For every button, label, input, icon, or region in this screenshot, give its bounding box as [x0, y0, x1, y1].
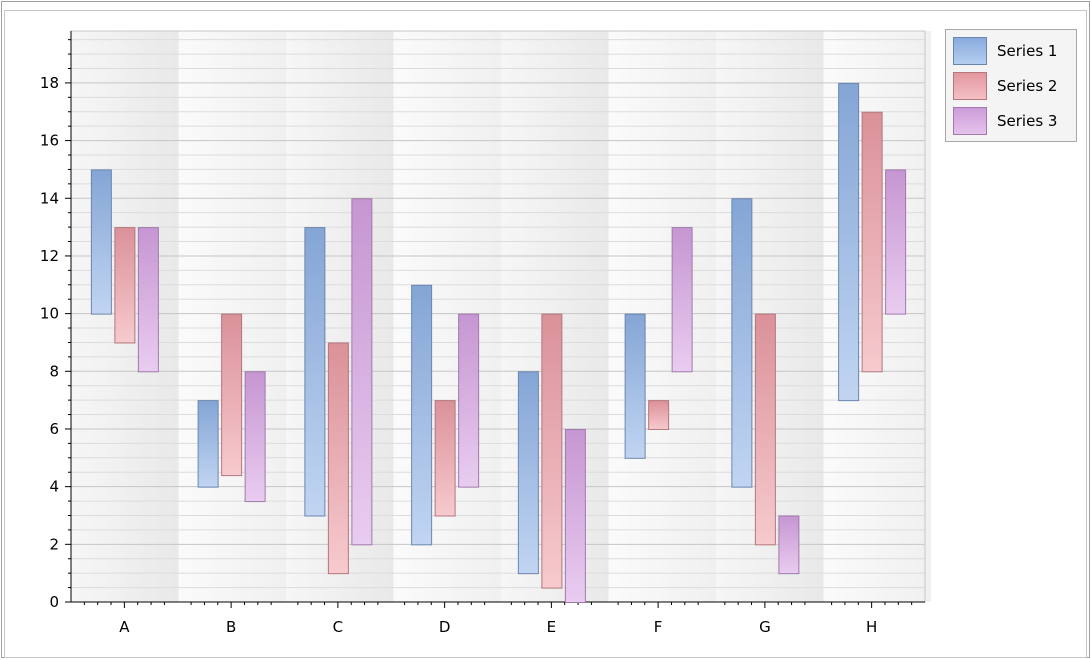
bar-series-3-f: [671, 227, 693, 373]
x-tick-label: A: [119, 618, 130, 636]
bar-series-1-d: [411, 284, 433, 546]
legend-swatch: [953, 107, 987, 135]
y-tick-label: 2: [49, 535, 59, 553]
bar-series-3-a: [137, 227, 159, 373]
legend-label: Series 1: [997, 42, 1057, 60]
bar-series-2-e: [541, 313, 563, 589]
bar-series-3-e: [564, 428, 586, 603]
legend-label: Series 2: [997, 77, 1057, 95]
bar-series-2-d: [434, 400, 456, 517]
y-tick-label: 12: [40, 247, 59, 265]
legend-swatch: [953, 72, 987, 100]
y-tick-label: 14: [40, 189, 59, 207]
bars: [90, 82, 907, 603]
y-tick-label: 4: [49, 478, 59, 496]
x-tick-label: D: [439, 618, 451, 636]
x-tick-label: G: [759, 618, 771, 636]
y-tick-label: 16: [40, 132, 59, 150]
y-tick-label: 0: [49, 593, 59, 611]
bar-series-1-b: [197, 400, 219, 488]
legend-label: Series 3: [997, 112, 1057, 130]
bar-series-3-b: [244, 371, 266, 503]
bar-series-1-c: [304, 227, 326, 517]
bar-series-3-g: [778, 515, 800, 575]
bar-series-1-f: [624, 313, 646, 459]
bar-series-2-h: [861, 111, 883, 373]
x-tick-label: F: [654, 618, 663, 636]
axes: 0 2 4 6 8 10 12 14 16 18 A B C D E F G H: [40, 30, 926, 636]
x-tick-label: B: [226, 618, 236, 636]
bar-series-2-f: [648, 400, 670, 430]
bar-series-3-h: [885, 169, 907, 315]
x-tick-label: E: [547, 618, 556, 636]
legend-swatch: [953, 37, 987, 65]
bar-series-2-g: [754, 313, 776, 546]
legend: Series 1 Series 2 Series 3: [945, 29, 1077, 142]
y-tick-label: 10: [40, 305, 59, 323]
y-tick-label: 8: [49, 362, 59, 380]
bar-series-1-h: [838, 82, 860, 402]
y-tick-label: 18: [40, 74, 59, 92]
inner-frame: [4, 10, 1087, 658]
bar-series-3-d: [458, 313, 480, 488]
bar-series-1-g: [731, 198, 753, 488]
x-tick-label: C: [333, 618, 343, 636]
bar-series-2-c: [327, 342, 349, 575]
bar-series-2-a: [114, 227, 136, 344]
x-tick-label: H: [866, 618, 877, 636]
bar-series-1-e: [517, 371, 539, 575]
bar-series-2-b: [221, 313, 243, 477]
bar-series-3-c: [351, 198, 373, 546]
bar-series-1-a: [90, 169, 112, 315]
y-tick-label: 6: [49, 420, 59, 438]
